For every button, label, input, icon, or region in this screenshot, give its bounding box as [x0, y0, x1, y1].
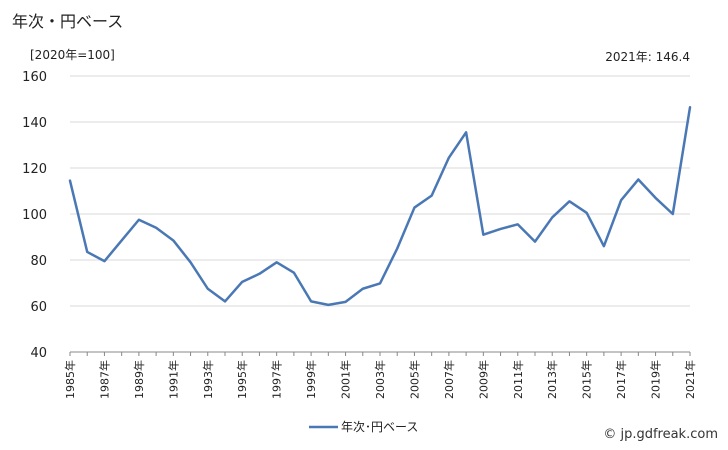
gridlines: [70, 75, 690, 307]
x-tick-label: 2003年: [373, 360, 387, 399]
x-tick-label: 1991年: [166, 360, 180, 399]
y-tick-label: 160: [22, 70, 47, 85]
x-tick-label: 1985年: [63, 360, 77, 399]
x-tick-label: 2019年: [649, 360, 663, 399]
latest-value-label: 2021年: 146.4: [605, 50, 690, 64]
series-lines: [68, 106, 692, 307]
y-tick-label: 140: [22, 116, 47, 131]
series-line: [68, 106, 692, 307]
x-tick-label: 2009年: [476, 360, 490, 399]
x-tick-label: 1997年: [270, 360, 284, 399]
x-tick-label: 2011年: [511, 360, 525, 399]
x-tick-label: 1987年: [97, 360, 111, 399]
data-points: [69, 107, 691, 305]
source-credit: © jp.gdfreak.com: [603, 427, 718, 442]
legend-label: 年次･円ベース: [341, 420, 418, 434]
x-tick-label: 1993年: [201, 360, 215, 399]
x-tick-label: 1995年: [235, 360, 249, 399]
x-tick-label: 2017年: [614, 360, 628, 399]
chart-title: 年次・円ベース: [12, 12, 124, 31]
y-tick-label: 40: [30, 346, 47, 361]
x-tick-label: 2021年: [683, 360, 697, 399]
x-tick-label: 2015年: [580, 360, 594, 399]
x-axis: 1985年 1987年 1989年 1991年 1993年 1995年 1997年 1999年…: [63, 351, 697, 399]
x-tick-label: 1999年: [304, 360, 318, 399]
y-tick-label: 120: [22, 162, 47, 177]
x-tick-label: 2007年: [442, 360, 456, 399]
y-tick-label: 60: [30, 300, 47, 315]
x-tick-label: 1989年: [132, 360, 146, 399]
x-tick-label: 2013年: [545, 360, 559, 399]
legend: 年次･円ベース: [309, 420, 418, 434]
x-tick-label: 2001年: [339, 360, 353, 399]
y-tick-label: 100: [22, 208, 47, 223]
y-tick-label: 80: [30, 254, 47, 269]
x-tick-label: 2005年: [407, 360, 421, 399]
y-axis-ticks: 40 60 80 100 120 140 160: [22, 70, 47, 361]
unit-label: [2020年=100]: [30, 48, 115, 62]
